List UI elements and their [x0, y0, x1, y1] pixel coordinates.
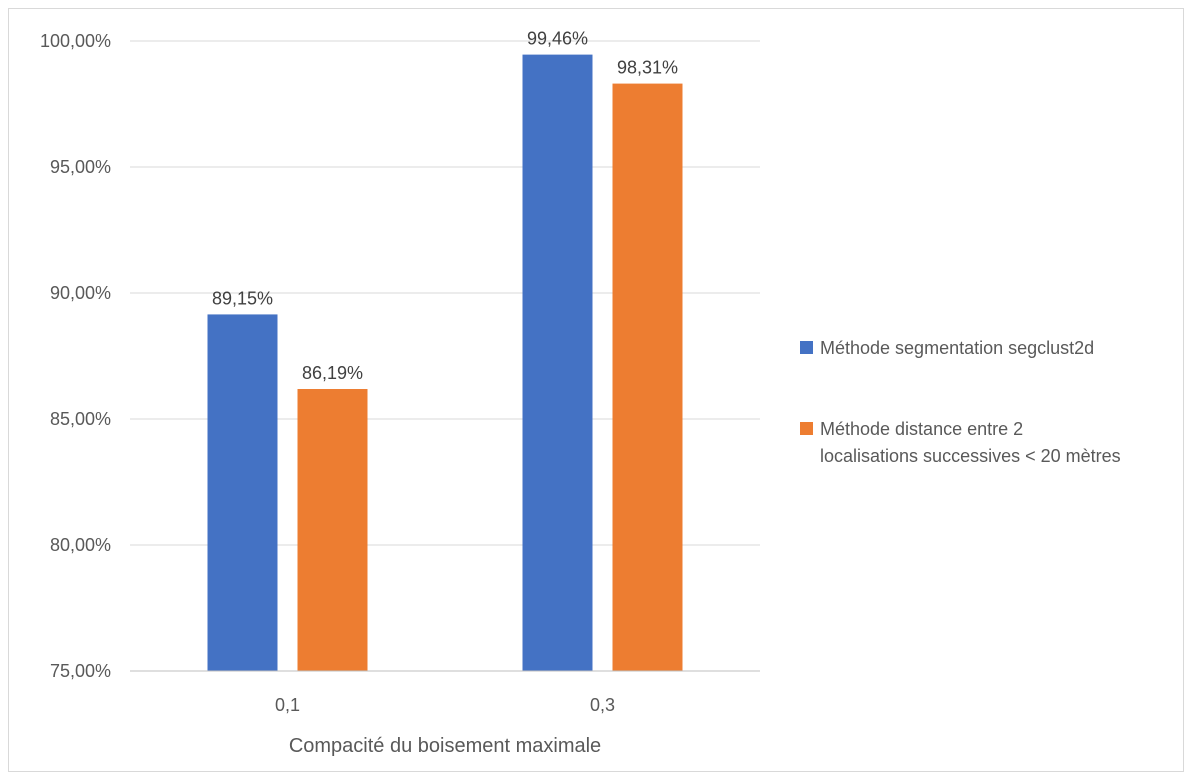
data-label: 99,46% — [527, 29, 588, 49]
y-tick-label: 80,00% — [50, 535, 111, 555]
legend-label: Méthode segmentation segclust2d — [820, 338, 1094, 358]
y-tick-label: 100,00% — [40, 31, 111, 51]
x-tick-label: 0,1 — [275, 695, 300, 715]
y-axis-ticks: 75,00% 80,00% 85,00% 90,00% 95,00% 100,00% — [40, 31, 111, 681]
legend-label: Méthode distance entre 2 — [820, 419, 1023, 439]
bar-series-1 — [522, 54, 593, 671]
legend: Méthode segmentation segclust2d Méthode d… — [800, 338, 1121, 466]
data-label: 89,15% — [212, 288, 273, 308]
legend-label: localisations successives < 20 mètres — [820, 446, 1121, 466]
bar-series-2 — [297, 389, 368, 671]
y-tick-label: 75,00% — [50, 661, 111, 681]
bar-series-1 — [207, 314, 278, 671]
bar-series-2 — [612, 83, 683, 671]
y-tick-label: 95,00% — [50, 157, 111, 177]
y-tick-label: 90,00% — [50, 283, 111, 303]
data-label: 86,19% — [302, 363, 363, 383]
bars — [207, 54, 683, 671]
legend-swatch — [800, 422, 813, 435]
legend-swatch — [800, 341, 813, 354]
x-axis-title: Compacité du boisement maximale — [289, 735, 601, 757]
chart-frame — [8, 8, 1184, 772]
y-tick-label: 85,00% — [50, 409, 111, 429]
data-labels: 89,15% 86,19% 99,46% 98,31% — [212, 29, 678, 383]
x-axis-ticks: 0,1 0,3 — [275, 695, 615, 715]
x-tick-label: 0,3 — [590, 695, 615, 715]
data-label: 98,31% — [617, 58, 678, 78]
